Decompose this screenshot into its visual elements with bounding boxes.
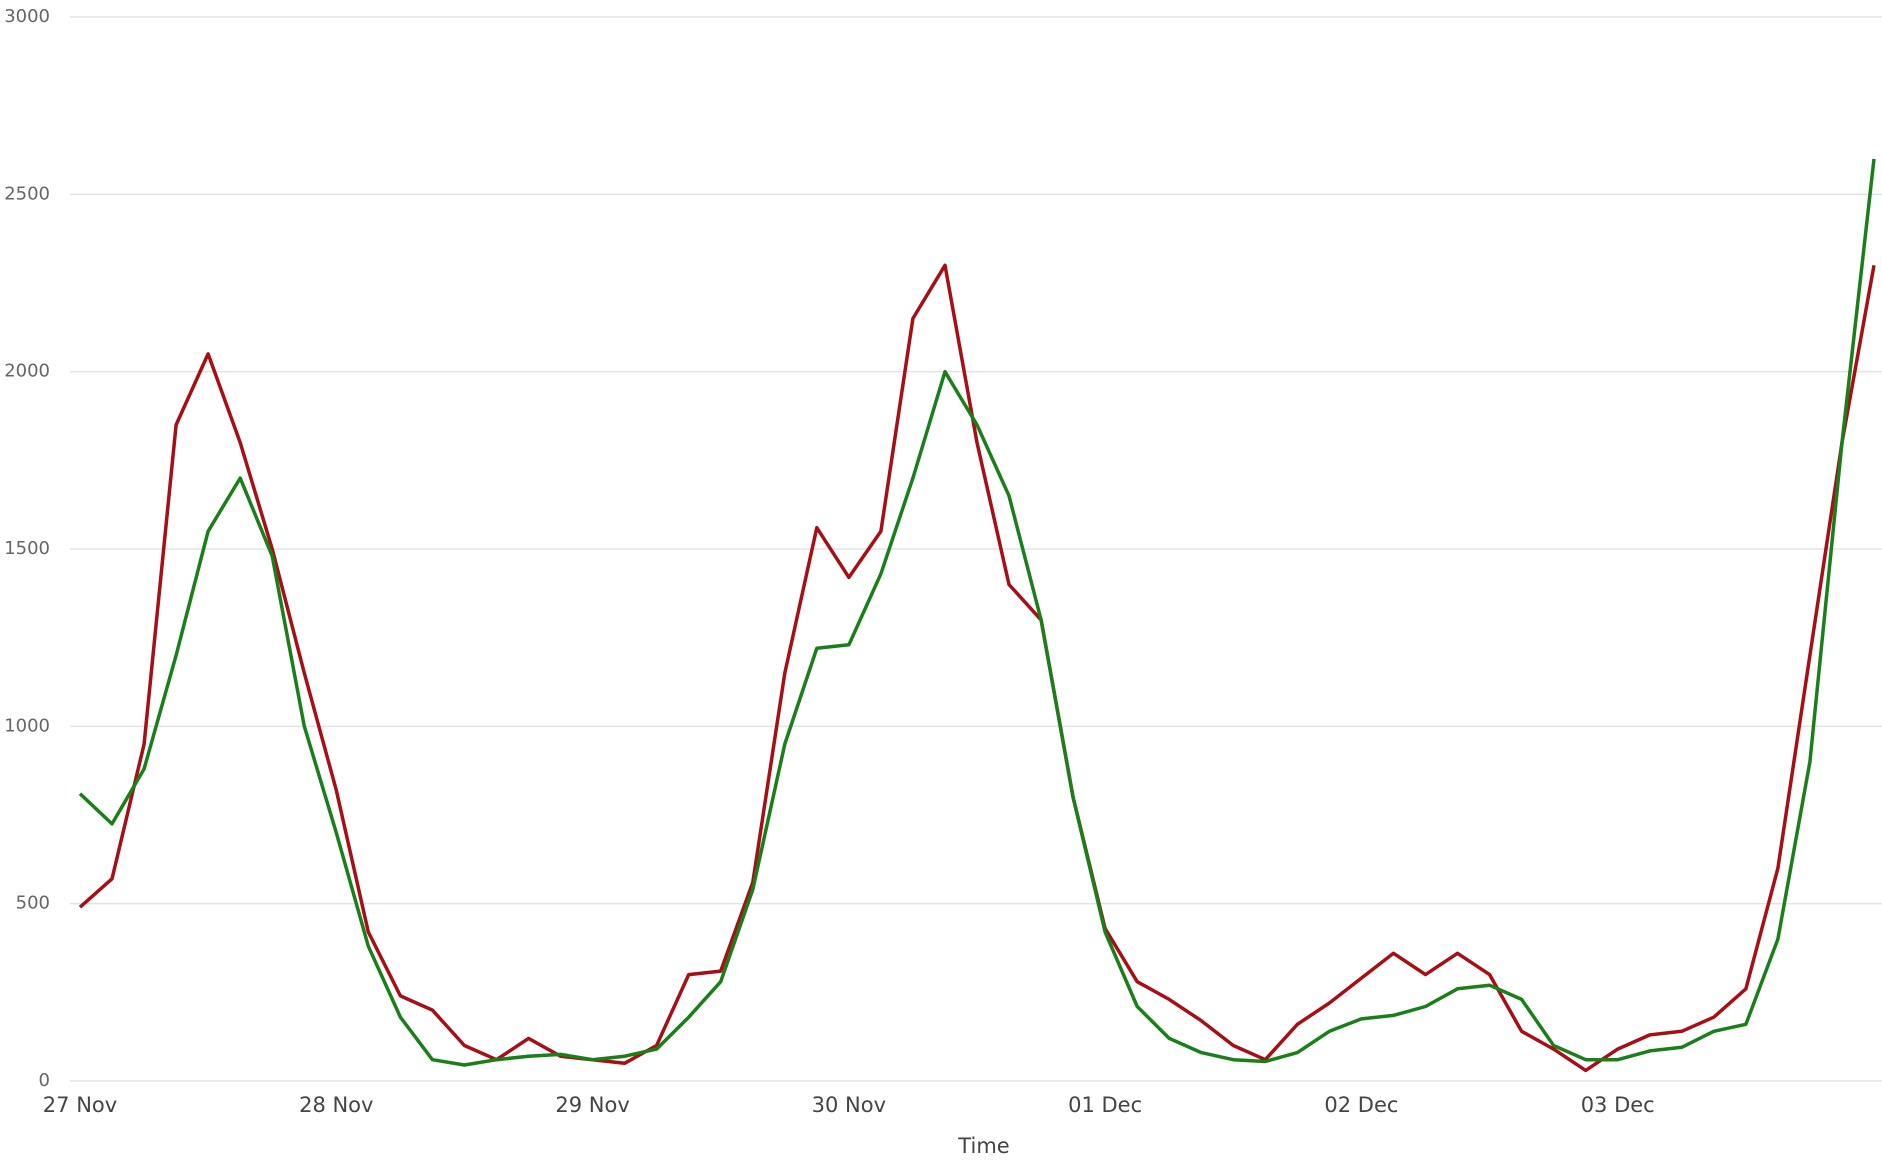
x-tick-label: 01 Dec bbox=[1068, 1093, 1142, 1117]
series-line bbox=[78, 263, 1876, 1073]
x-tick-label: 30 Nov bbox=[812, 1093, 886, 1117]
y-tick-label: 1500 bbox=[4, 538, 50, 559]
y-tick-label: 3000 bbox=[4, 6, 50, 27]
y-tick-label: 500 bbox=[16, 893, 50, 914]
y-tick-label: 1000 bbox=[4, 715, 50, 736]
y-tick-label: 2000 bbox=[4, 361, 50, 382]
x-axis-title: Time bbox=[957, 1134, 1009, 1158]
series-line bbox=[78, 158, 1876, 1067]
x-tick-label: 28 Nov bbox=[299, 1093, 373, 1117]
y-tick-label: 0 bbox=[39, 1070, 50, 1091]
y-tick-label: 2500 bbox=[4, 183, 50, 204]
x-tick-label: 03 Dec bbox=[1581, 1093, 1655, 1117]
x-tick-label: 29 Nov bbox=[555, 1093, 629, 1117]
x-tick-label: 02 Dec bbox=[1324, 1093, 1398, 1117]
x-tick-label: 27 Nov bbox=[43, 1093, 117, 1117]
